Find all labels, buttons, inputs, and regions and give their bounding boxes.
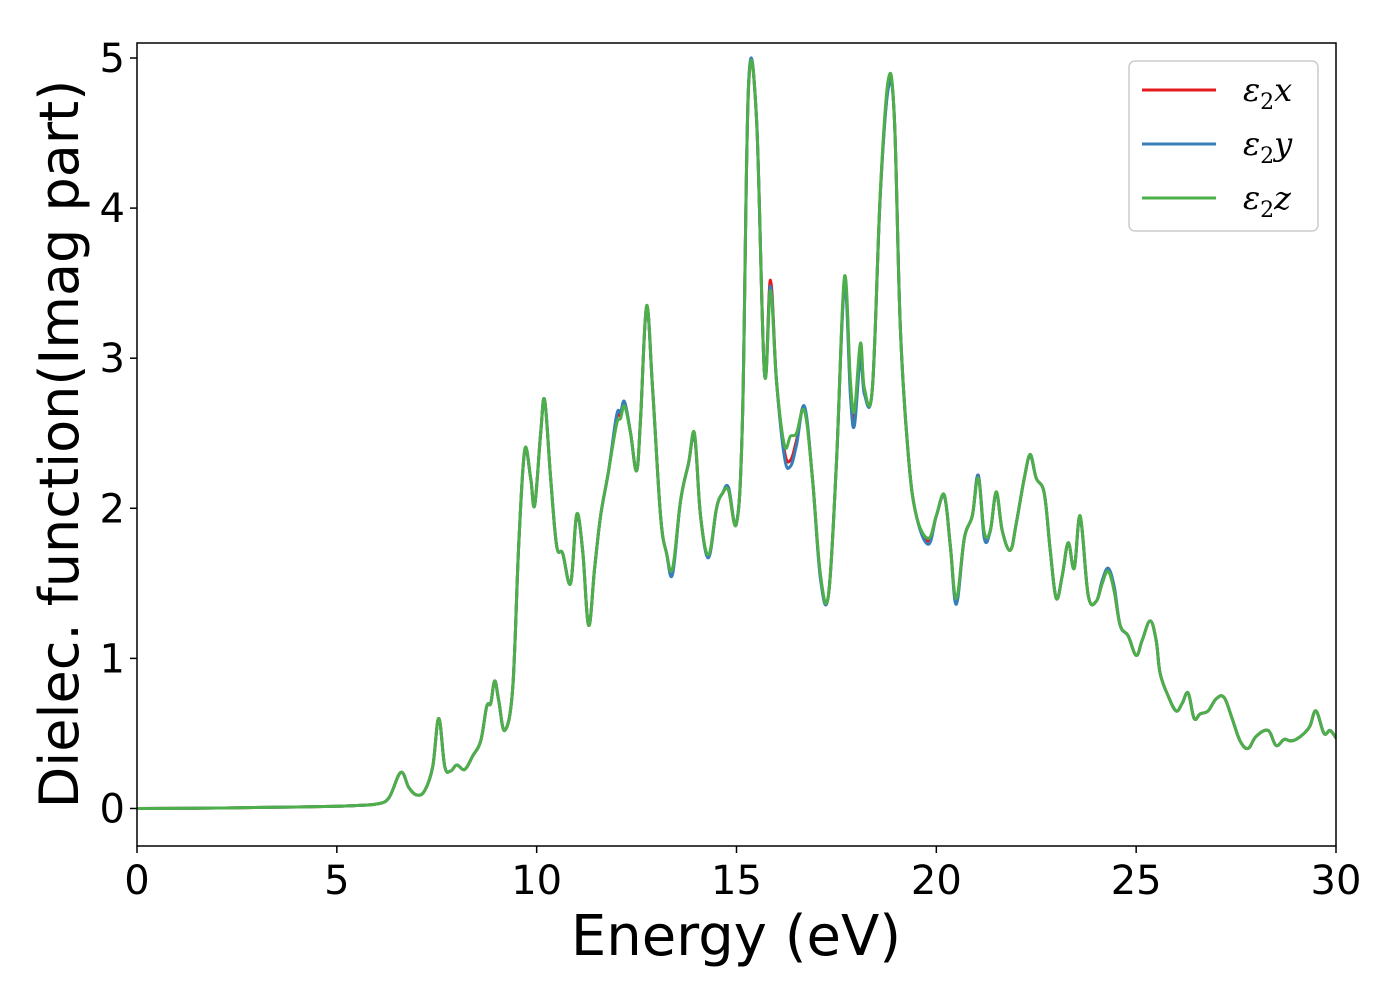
y-tick-label: 0 (100, 786, 125, 832)
x-axis: 0 5 10 15 20 25 30 (124, 846, 1361, 904)
legend-component: z (1273, 179, 1292, 217)
legend-component: x (1274, 71, 1292, 109)
y-axis: 0 1 2 3 4 5 (100, 36, 137, 832)
x-tick-label: 10 (511, 858, 562, 904)
legend-subscript: 2 (1260, 144, 1274, 169)
legend-entry-label: ε2x (1243, 71, 1292, 115)
y-axis-label: Dielec. function(Imag part) (28, 80, 91, 809)
series-layer (137, 56, 1336, 810)
y-tick-label: 3 (100, 336, 125, 382)
series-line-z (137, 58, 1336, 810)
x-tick-label: 15 (711, 858, 762, 904)
legend-entry-label: ε2y (1243, 125, 1293, 169)
x-tick-label: 30 (1311, 858, 1362, 904)
legend-subscript: 2 (1260, 198, 1274, 223)
legend-box (1128, 60, 1319, 232)
y-tick-label: 1 (100, 636, 125, 682)
legend-symbol: ε (1243, 179, 1260, 217)
legend-symbol: ε (1243, 125, 1260, 163)
y-tick-label: 5 (100, 36, 125, 82)
y-tick-label: 2 (100, 486, 125, 532)
x-axis-label: Energy (eV) (571, 904, 901, 969)
x-tick-label: 25 (1111, 858, 1162, 904)
legend-component: y (1272, 125, 1293, 163)
legend-subscript: 2 (1260, 90, 1274, 115)
legend-entry-label: ε2z (1243, 179, 1292, 223)
legend-symbol: ε (1243, 71, 1260, 109)
y-tick-label: 4 (100, 186, 125, 232)
x-tick-label: 20 (911, 858, 962, 904)
x-tick-label: 5 (324, 858, 349, 904)
x-tick-label: 0 (124, 858, 149, 904)
